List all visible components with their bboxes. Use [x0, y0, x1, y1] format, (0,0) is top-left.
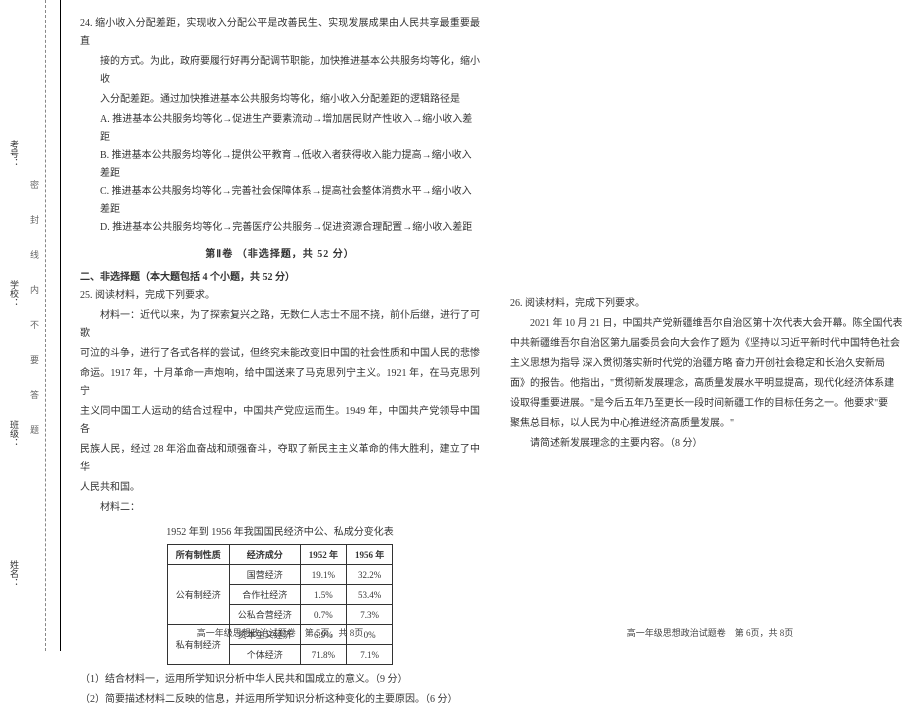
- q25-table-title: 1952 年到 1956 年我国国民经济中公、私成分变化表: [80, 523, 480, 538]
- q26-line1: 2021 年 10 月 21 日，中国共产党新疆维吾尔自治区第十次代表大会开幕。…: [510, 315, 910, 333]
- q25-m1-line5: 民族人民，经过 28 年浴血奋战和顽强奋斗，夺取了新民主主义革命的伟大胜利，建立…: [80, 441, 480, 477]
- th-ownership: 所有制性质: [167, 545, 229, 565]
- cell-1952: 1.5%: [300, 585, 346, 605]
- page-left: 24. 缩小收入分配差距，实现收入分配公平是改善民生、实现发展成果由人民共享最重…: [80, 15, 480, 711]
- footer-left: 高一年级思想政治试题卷 第 5页，共 8页: [80, 626, 480, 639]
- q24-stem-line1: 24. 缩小收入分配差距，实现收入分配公平是改善民生、实现发展成果由人民共享最重…: [80, 15, 480, 51]
- cell-1956: 7.1%: [347, 645, 393, 665]
- q25-header: 25. 阅读材料，完成下列要求。: [80, 287, 480, 305]
- binding-hint-text: 密 封 线 内 不 要 答 题: [28, 180, 41, 442]
- q24-option-a: A. 推进基本公共服务均等化→促进生产要素流动→增加居民财产性收入→缩小收入差距: [80, 111, 480, 147]
- q24-option-c: C. 推进基本公共服务均等化→完善社会保障体系→提高社会整体消费水平→缩小收入差…: [80, 183, 480, 219]
- binding-dashed-line: [45, 0, 46, 651]
- q24-option-d: D. 推进基本公共服务均等化→完善医疗公共服务→促进资源合理配置→缩小收入差距: [80, 219, 480, 237]
- cell-1956: 53.4%: [347, 585, 393, 605]
- table-row: 公有制经济 国营经济 19.1% 32.2%: [167, 565, 393, 585]
- cell-component: 国营经济: [229, 565, 300, 585]
- q26-line2: 中共新疆维吾尔自治区第九届委员会向大会作了题为《坚持以习近平新时代中国特色社会: [510, 335, 910, 353]
- cell-component: 个体经济: [229, 645, 300, 665]
- q26-header: 26. 阅读材料，完成下列要求。: [510, 295, 910, 313]
- q24-stem-line2: 接的方式。为此，政府要履行好再分配调节职能，加快推进基本公共服务均等化，缩小收: [80, 53, 480, 89]
- q25-m1-line2: 可泣的斗争，进行了各式各样的尝试，但终究未能改变旧中国的社会性质和中国人民的悲惨: [80, 345, 480, 363]
- footer-right: 高一年级思想政治试题卷 第 6页，共 8页: [510, 626, 910, 639]
- q25-m2-label: 材料二：: [80, 499, 480, 517]
- q25-m1-line3: 命运。1917 年，十月革命一声炮响，给中国送来了马克思列宁主义。1921 年，…: [80, 365, 480, 401]
- cell-public-group: 公有制经济: [167, 565, 229, 625]
- th-component: 经济成分: [229, 545, 300, 565]
- section2-subtitle: 二、非选择题（本大题包括 4 个小题，共 52 分）: [80, 268, 480, 283]
- cell-component: 公私合营经济: [229, 605, 300, 625]
- cell-1952: 19.1%: [300, 565, 346, 585]
- q25-sub1: （1）结合材料一，运用所学知识分析中华人民共和国成立的意义。（9 分）: [80, 671, 480, 689]
- cell-1956: 7.3%: [347, 605, 393, 625]
- binding-margin: 密 封 线 内 不 要 答 题 姓名： 班级： 学校： 考号：: [0, 0, 61, 651]
- q25-sub2: （2）简要描述材料二反映的信息，并运用所学知识分析这种变化的主要原因。（6 分）: [80, 691, 480, 709]
- q25-m1-line6: 人民共和国。: [80, 479, 480, 497]
- q25-m1-line1: 材料一：近代以来，为了探索复兴之路，无数仁人志士不屈不挠，前仆后继，进行了可歌: [80, 307, 480, 343]
- table-header-row: 所有制性质 经济成分 1952 年 1956 年: [167, 545, 393, 565]
- q24-option-b: B. 推进基本公共服务均等化→提供公平教育→低收入者获得收入能力提高→缩小收入差…: [80, 147, 480, 183]
- cell-1952: 0.7%: [300, 605, 346, 625]
- binding-label-school: 学校：: [8, 280, 21, 307]
- q25-m1-line4: 主义同中国工人运动的结合过程中，中国共产党应运而生。1949 年，中国共产党领导…: [80, 403, 480, 439]
- q26-line4: 面》的报告。他指出，"贯彻新发展理念，高质量发展水平明显提高，现代化经济体系建: [510, 375, 910, 393]
- page-right: 26. 阅读材料，完成下列要求。 2021 年 10 月 21 日，中国共产党新…: [510, 295, 910, 455]
- q25-table: 所有制性质 经济成分 1952 年 1956 年 公有制经济 国营经济 19.1…: [167, 544, 394, 665]
- cell-component: 合作社经济: [229, 585, 300, 605]
- section2-title: 第Ⅱ卷 （非选择题，共 52 分）: [80, 245, 480, 260]
- binding-label-class: 班级：: [8, 420, 21, 447]
- th-1952: 1952 年: [300, 545, 346, 565]
- cell-1952: 71.8%: [300, 645, 346, 665]
- q26-line5: 设取得重要进展。"是今后五年乃至更长一段时间新疆工作的目标任务之一。他要求"要: [510, 395, 910, 413]
- q26-question: 请简述新发展理念的主要内容。（8 分）: [510, 435, 910, 453]
- th-1956: 1956 年: [347, 545, 393, 565]
- q26-line3: 主义思想为指导 深入贯彻落实新时代党的治疆方略 奋力开创社会稳定和长治久安新局: [510, 355, 910, 373]
- binding-label-name: 姓名：: [8, 560, 21, 587]
- cell-1956: 32.2%: [347, 565, 393, 585]
- q26-line6: 聚焦总目标，以人民为中心推进经济高质量发展。": [510, 415, 910, 433]
- q24-stem-line3: 入分配差距。通过加快推进基本公共服务均等化，缩小收入分配差距的逻辑路径是: [80, 91, 480, 109]
- binding-label-examid: 考号：: [8, 140, 21, 167]
